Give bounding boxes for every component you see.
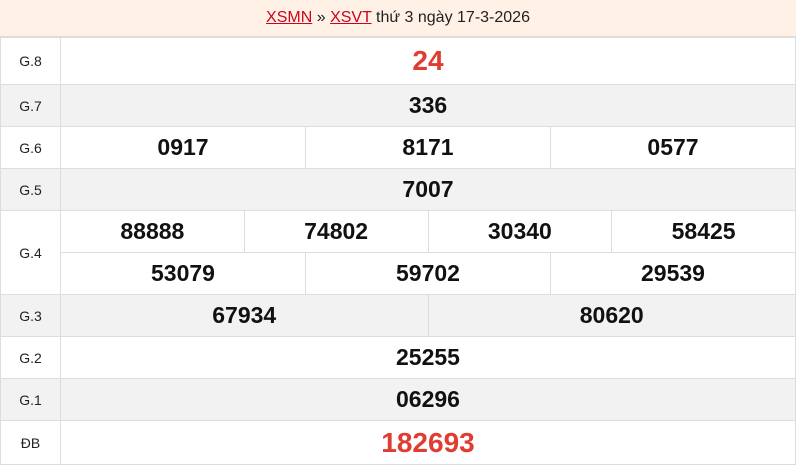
prize-numbers-cell: 67934 80620 xyxy=(60,294,796,337)
xsmn-link[interactable]: XSMN xyxy=(266,9,313,26)
prize-numbers-row: 88888 74802 30340 58425 xyxy=(61,211,795,252)
prize-row-g5: G.5 7007 xyxy=(0,168,796,211)
prize-number: 29539 xyxy=(550,253,795,294)
prize-number: 0917 xyxy=(157,134,209,160)
prize-row-g6: G.6 0917 8171 0577 xyxy=(0,126,796,169)
breadcrumb-separator: » xyxy=(316,9,326,26)
prize-numbers-row: 67934 80620 xyxy=(61,295,795,336)
prize-numbers-row: 0917 8171 0577 xyxy=(61,127,795,168)
prize-row-g1: G.1 06296 xyxy=(0,378,796,421)
prize-number: 25255 xyxy=(60,336,796,379)
prize-label: G.2 xyxy=(0,336,61,379)
prize-number: 0577 xyxy=(550,127,795,168)
prize-number: 88888 xyxy=(120,218,185,244)
prize-number: 336 xyxy=(60,84,796,127)
prize-number: 8171 xyxy=(305,127,550,168)
prize-row-g8: G.8 24 xyxy=(0,37,796,85)
prize-row-special: ĐB 182693 xyxy=(0,420,796,465)
prize-numbers-row: 53079 59702 29539 xyxy=(61,252,795,294)
prize-label: ĐB xyxy=(0,420,61,465)
prize-label: G.7 xyxy=(0,84,61,127)
prize-row-g4: G.4 88888 74802 30340 58425 53079 59702 … xyxy=(0,210,796,295)
prize-number: 24 xyxy=(60,37,796,85)
prize-row-g3: G.3 67934 80620 xyxy=(0,294,796,337)
xsvt-link[interactable]: XSVT xyxy=(330,9,372,26)
prize-number: 53079 xyxy=(151,260,215,286)
prize-numbers-cell: 0917 8171 0577 xyxy=(60,126,796,169)
special-prize-number: 182693 xyxy=(60,420,796,465)
prize-label: G.8 xyxy=(0,37,61,85)
draw-date: thứ 3 ngày 17-3-2026 xyxy=(376,9,530,26)
prize-label: G.6 xyxy=(0,126,61,169)
prize-row-g7: G.7 336 xyxy=(0,84,796,127)
prize-number: 30340 xyxy=(427,211,612,252)
prize-number: 74802 xyxy=(243,211,428,252)
results-header: XSMN » XSVT thứ 3 ngày 17-3-2026 xyxy=(0,0,796,37)
prize-number: 58425 xyxy=(611,211,795,252)
prize-label: G.5 xyxy=(0,168,61,211)
prize-number: 06296 xyxy=(60,378,796,421)
prize-number: 80620 xyxy=(427,295,796,336)
prize-numbers-cell: 88888 74802 30340 58425 53079 59702 2953… xyxy=(60,210,796,295)
prize-row-g2: G.2 25255 xyxy=(0,336,796,379)
prize-label: G.4 xyxy=(0,210,61,295)
prize-number: 7007 xyxy=(60,168,796,211)
prize-label: G.3 xyxy=(0,294,61,337)
prize-number: 67934 xyxy=(212,302,277,328)
results-table: G.8 24 G.7 336 G.6 0917 8171 0577 G.5 70… xyxy=(0,37,796,465)
prize-number: 59702 xyxy=(305,253,550,294)
prize-label: G.1 xyxy=(0,378,61,421)
